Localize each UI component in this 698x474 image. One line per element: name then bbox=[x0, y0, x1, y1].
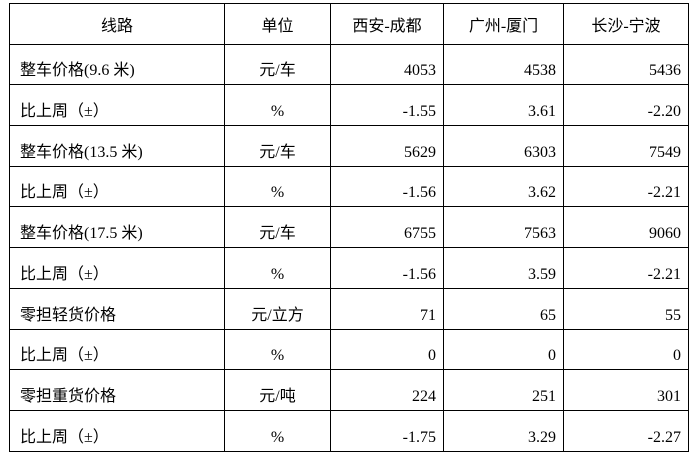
freight-price-table: 线路 单位 西安-成都 广州-厦门 长沙-宁波 整车价格(9.6 米) 元/车 40… bbox=[9, 3, 689, 452]
cell-unit: % bbox=[224, 409, 331, 452]
cell-unit: % bbox=[224, 328, 331, 371]
table-row: 零担重货价格 元/吨 224 251 301 bbox=[9, 369, 689, 411]
cell-changsha-ningbo: 0 bbox=[563, 328, 689, 371]
cell-xian-chengdu: 6755 bbox=[330, 206, 444, 249]
cell-route: 比上周（±） bbox=[9, 165, 225, 208]
cell-changsha-ningbo: 5436 bbox=[563, 43, 689, 86]
cell-xian-chengdu: 5629 bbox=[330, 125, 444, 167]
cell-xian-chengdu: 71 bbox=[330, 287, 444, 330]
cell-guangzhou-xiamen: 65 bbox=[443, 287, 564, 330]
cell-guangzhou-xiamen: 7563 bbox=[443, 206, 564, 249]
cell-unit: 元/立方 bbox=[224, 287, 331, 330]
cell-xian-chengdu: -1.56 bbox=[330, 165, 444, 208]
cell-unit: 元/车 bbox=[224, 125, 331, 167]
cell-changsha-ningbo: 7549 bbox=[563, 125, 689, 167]
cell-unit: 元/吨 bbox=[224, 369, 331, 411]
cell-unit: % bbox=[224, 84, 331, 127]
cell-route: 零担重货价格 bbox=[9, 369, 225, 411]
cell-guangzhou-xiamen: 0 bbox=[443, 328, 564, 371]
table-header-row: 线路 单位 西安-成都 广州-厦门 长沙-宁波 bbox=[9, 3, 689, 45]
cell-xian-chengdu: 0 bbox=[330, 328, 444, 371]
cell-xian-chengdu: -1.56 bbox=[330, 247, 444, 289]
cell-changsha-ningbo: 9060 bbox=[563, 206, 689, 249]
table-row: 整车价格(13.5 米) 元/车 5629 6303 7549 bbox=[9, 125, 689, 167]
cell-guangzhou-xiamen: 251 bbox=[443, 369, 564, 411]
table-row: 整车价格(9.6 米) 元/车 4053 4538 5436 bbox=[9, 43, 689, 86]
header-guangzhou-xiamen: 广州-厦门 bbox=[443, 3, 564, 45]
table-row: 比上周（±）% -1.56 3.59 -2.21 bbox=[9, 247, 689, 289]
cell-route: 整车价格(9.6 米) bbox=[9, 43, 225, 86]
table-row: 比上周（±）% -1.55 3.61 -2.20 bbox=[9, 84, 689, 127]
cell-xian-chengdu: -1.75 bbox=[330, 409, 444, 452]
table-row: 整车价格(17.5 米) 元/车 6755 7563 9060 bbox=[9, 206, 689, 249]
table-row: 比上周（±）% -1.75 3.29 -2.27 bbox=[9, 409, 689, 452]
cell-unit: 元/车 bbox=[224, 43, 331, 86]
cell-route: 比上周（±） bbox=[9, 409, 225, 452]
cell-xian-chengdu: 4053 bbox=[330, 43, 444, 86]
header-xian-chengdu: 西安-成都 bbox=[330, 3, 444, 45]
cell-changsha-ningbo: 301 bbox=[563, 369, 689, 411]
cell-changsha-ningbo: -2.21 bbox=[563, 165, 689, 208]
cell-unit: % bbox=[224, 247, 331, 289]
cell-changsha-ningbo: -2.21 bbox=[563, 247, 689, 289]
table-row: 零担轻货价格 元/立方 71 65 55 bbox=[9, 287, 689, 330]
cell-changsha-ningbo: 55 bbox=[563, 287, 689, 330]
cell-route: 整车价格(17.5 米) bbox=[9, 206, 225, 249]
cell-route: 整车价格(13.5 米) bbox=[9, 125, 225, 167]
cell-changsha-ningbo: -2.20 bbox=[563, 84, 689, 127]
cell-route: 比上周（±） bbox=[9, 84, 225, 127]
header-unit: 单位 bbox=[224, 3, 331, 45]
cell-route: 零担轻货价格 bbox=[9, 287, 225, 330]
cell-guangzhou-xiamen: 3.59 bbox=[443, 247, 564, 289]
cell-guangzhou-xiamen: 3.61 bbox=[443, 84, 564, 127]
cell-changsha-ningbo: -2.27 bbox=[563, 409, 689, 452]
table-row: 比上周（±）% -1.56 3.62 -2.21 bbox=[9, 165, 689, 208]
cell-unit: 元/车 bbox=[224, 206, 331, 249]
cell-guangzhou-xiamen: 6303 bbox=[443, 125, 564, 167]
cell-route: 比上周（±） bbox=[9, 247, 225, 289]
cell-xian-chengdu: -1.55 bbox=[330, 84, 444, 127]
cell-guangzhou-xiamen: 3.62 bbox=[443, 165, 564, 208]
table-row: 比上周（±）% 0 0 0 bbox=[9, 328, 689, 371]
cell-unit: % bbox=[224, 165, 331, 208]
cell-guangzhou-xiamen: 3.29 bbox=[443, 409, 564, 452]
header-changsha-ningbo: 长沙-宁波 bbox=[563, 3, 689, 45]
header-route: 线路 bbox=[9, 3, 225, 45]
cell-route: 比上周（±） bbox=[9, 328, 225, 371]
cell-xian-chengdu: 224 bbox=[330, 369, 444, 411]
cell-guangzhou-xiamen: 4538 bbox=[443, 43, 564, 86]
